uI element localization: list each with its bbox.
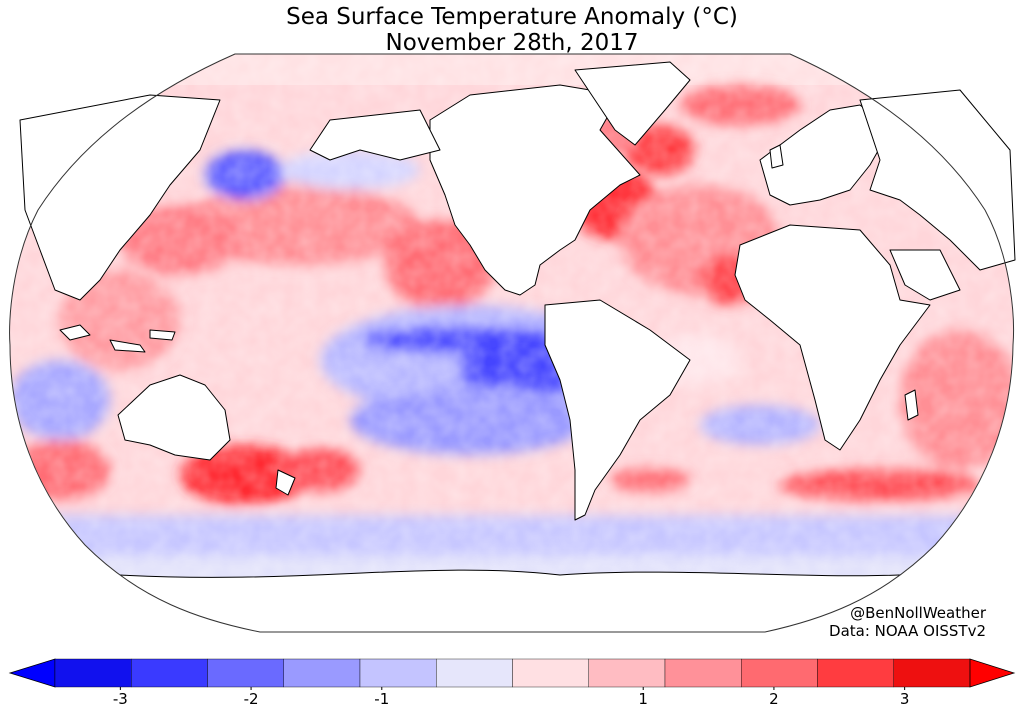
data-source: Data: NOAA OISSTv2 [829,622,986,640]
colorbar-swatch [817,658,894,688]
colorbar-swatch [436,658,513,688]
colorbar-extend-high [969,658,1016,688]
south-america-land [544,299,691,521]
colorbar-extend-low [8,658,56,688]
colorbar-tick-label: -1 [374,690,390,708]
colorbar-swatch [131,658,208,688]
land-layer [19,61,1016,521]
colorbar-tick-label: 1 [638,690,648,708]
colorbar-tick-label: -2 [243,690,259,708]
antarctica-land [119,569,961,632]
madagascar-land [904,389,919,421]
sst-anomaly-map [9,53,1016,633]
colorbar-tick-label: 3 [899,690,910,708]
colorbar-swatch [54,658,132,688]
colorbar [8,658,1016,690]
asia-land [859,89,1016,271]
colorbar-swatch [283,658,361,688]
map-date: November 28th, 2017 [385,30,639,56]
colorbar-swatch [741,658,818,688]
greenland-land [574,61,691,146]
africa-land [734,224,931,451]
colorbar-tick-label: 2 [769,690,779,708]
colorbar-swatch [893,658,971,688]
author-credit: @BenNollWeather [850,604,986,622]
colorbar-swatch [359,658,437,688]
uk-land [769,144,784,169]
colorbar-swatch [512,658,589,688]
map-boundary [9,53,1014,633]
colorbar-swatch [664,658,742,688]
map-title: Sea Surface Temperature Anomaly (°C) [286,4,738,30]
colorbar-swatch [588,658,666,688]
alaska-land [309,109,441,161]
arabia-land [889,249,961,301]
colorbar-tick-label: -3 [112,690,128,708]
colorbar-swatch [207,658,284,688]
new-zealand-land [275,469,296,496]
east-asia-land [19,94,221,301]
australia-land [117,374,231,461]
europe-land [759,104,891,206]
indonesia-islands [59,324,176,353]
